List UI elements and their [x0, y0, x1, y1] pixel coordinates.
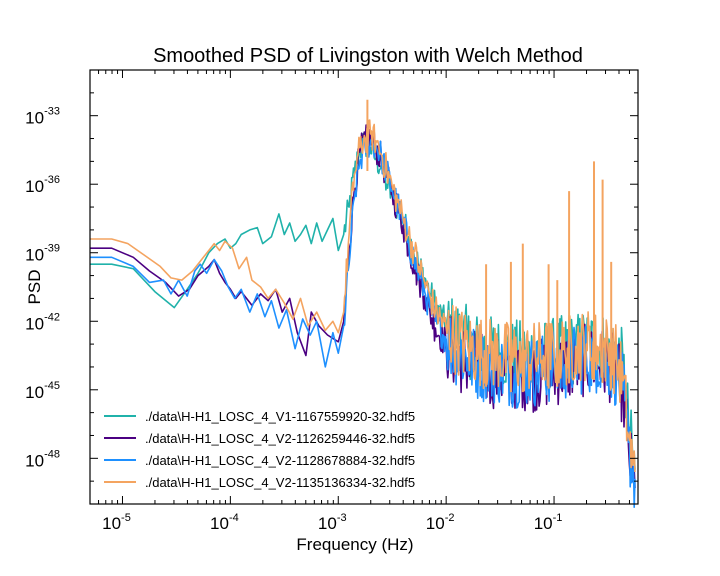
- y-tick-label-5: 10-36: [25, 174, 60, 196]
- x-tick-label-4: 10-2: [426, 512, 455, 533]
- x-tick-exponent: -4: [229, 512, 239, 524]
- y-tick-label-1: 10-48: [25, 448, 60, 470]
- y-tick-exponent: -36: [44, 174, 60, 186]
- y-tick-base: 10: [25, 314, 44, 333]
- x-tick-exponent: -5: [121, 512, 131, 524]
- series-line-4: [90, 119, 636, 473]
- x-tick-base: 10: [318, 514, 337, 533]
- y-tick-exponent: -48: [44, 448, 60, 460]
- legend: ./data\H-H1_LOSC_4_V1-1167559920-32.hdf5…: [104, 409, 415, 490]
- chart-title: Smoothed PSD of Livingston with Welch Me…: [153, 45, 583, 67]
- y-tick-exponent: -33: [44, 106, 60, 118]
- y-tick-label-6: 10-33: [25, 106, 60, 128]
- y-tick-exponent: -39: [44, 243, 60, 255]
- y-tick-exponent: -42: [44, 311, 60, 323]
- y-tick-base: 10: [25, 246, 44, 265]
- legend-label-1: ./data\H-H1_LOSC_4_V1-1167559920-32.hdf5: [145, 409, 415, 424]
- y-tick-label-3: 10-42: [25, 311, 60, 333]
- plot-layer: [90, 99, 636, 508]
- plot-frame: [89, 69, 639, 505]
- x-tick-base: 10: [534, 514, 553, 533]
- x-tick-base: 10: [102, 514, 121, 533]
- x-tick-exponent: -1: [553, 512, 563, 524]
- legend-label-2: ./data\H-H1_LOSC_4_V2-1126259446-32.hdf5: [145, 431, 415, 446]
- x-tick-label-2: 10-4: [210, 512, 239, 533]
- axes-layer: 10-5 10-4 10-3 10-2 10-110-4810-4510-4210-39…: [25, 69, 639, 533]
- x-tick-label-3: 10-3: [318, 512, 347, 533]
- y-tick-base: 10: [25, 383, 44, 402]
- y-axis-label: PSD: [25, 270, 44, 305]
- y-tick-label-4: 10-39: [25, 243, 60, 265]
- y-tick-exponent: -45: [44, 380, 60, 392]
- x-tick-base: 10: [210, 514, 229, 533]
- legend-label-4: ./data\H-H1_LOSC_4_V2-1135136334-32.hdf5: [145, 475, 415, 490]
- y-tick-base: 10: [25, 177, 44, 196]
- x-tick-exponent: -2: [445, 512, 455, 524]
- x-tick-base: 10: [426, 514, 445, 533]
- y-tick-base: 10: [25, 109, 44, 128]
- y-tick-base: 10: [25, 451, 44, 470]
- y-tick-label-2: 10-45: [25, 380, 60, 402]
- x-tick-exponent: -3: [337, 512, 347, 524]
- legend-label-3: ./data\H-H1_LOSC_4_V2-1128678884-32.hdf5: [145, 453, 415, 468]
- x-tick-label-1: 10-5: [102, 512, 131, 533]
- x-axis-label: Frequency (Hz): [296, 535, 413, 554]
- x-tick-label-5: 10-1: [534, 512, 563, 533]
